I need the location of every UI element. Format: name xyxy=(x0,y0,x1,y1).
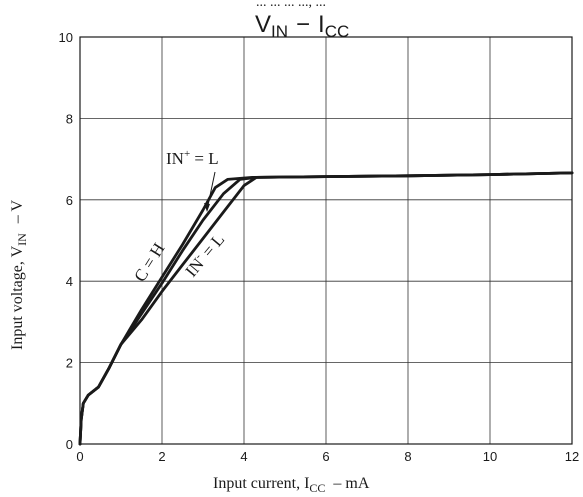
annotation-in-minus-sup: - xyxy=(192,251,204,262)
title-v-sub: IN xyxy=(271,22,288,41)
y-tick-label: 2 xyxy=(66,356,73,371)
x-tick-label: 12 xyxy=(565,449,579,464)
plot-frame xyxy=(79,36,573,445)
y-tick-label: 8 xyxy=(66,111,73,126)
annotation-in-plus-sup: + xyxy=(184,148,190,160)
annotation-in-plus-arrowhead xyxy=(204,203,210,212)
y-tick-label: 10 xyxy=(59,30,73,45)
chart-title: VIN − ICC xyxy=(255,11,349,41)
x-tick-label: 6 xyxy=(322,449,329,464)
annotation-in-plus: IN+ = L xyxy=(166,148,219,168)
tick-labels: 0 2 4 6 8 10 12 0 2 4 6 8 10 xyxy=(59,30,580,464)
x-axis-label: Input current, ICC – mA xyxy=(213,475,370,495)
x-tick-label: 2 xyxy=(158,449,165,464)
annotation-in-plus-leader xyxy=(206,171,216,211)
x-axis-label-sub: CC xyxy=(309,481,325,495)
title-top-fragment: ... ... ... ..., ... xyxy=(256,0,326,10)
title-v: V xyxy=(255,11,271,38)
y-tick-label: 6 xyxy=(66,193,73,208)
title-i-sub: CC xyxy=(325,22,350,41)
x-tick-label: 4 xyxy=(240,449,247,464)
series-line-3 xyxy=(78,171,574,446)
y-axis-label-sub: IN xyxy=(15,233,29,246)
title-i: I xyxy=(318,11,325,38)
x-tick-label: 8 xyxy=(404,449,411,464)
y-tick-label: 0 xyxy=(66,437,73,452)
series-lines xyxy=(78,171,574,446)
x-tick-label: 0 xyxy=(76,449,83,464)
y-tick-label: 4 xyxy=(66,274,73,289)
grid xyxy=(80,37,572,444)
title-dash: − xyxy=(296,11,310,38)
y-axis-label: Input voltage, VIN– V xyxy=(9,199,29,350)
x-tick-label: 10 xyxy=(483,449,497,464)
